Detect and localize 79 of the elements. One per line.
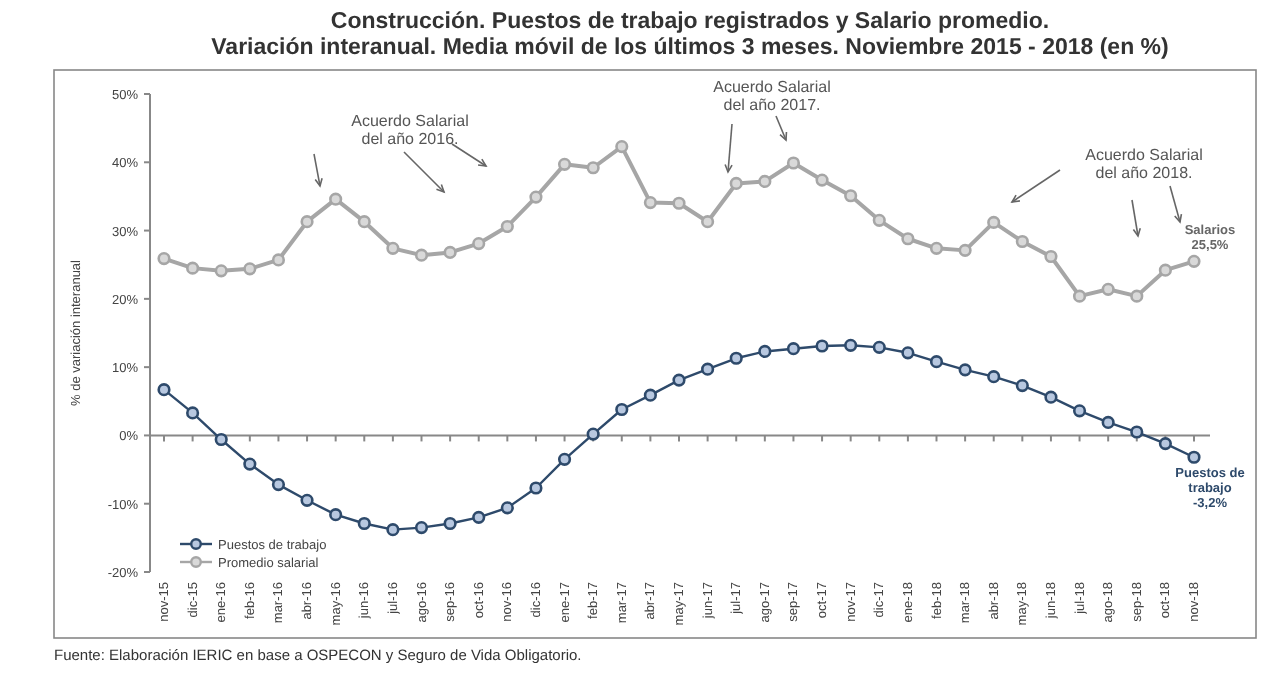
- point: [958, 243, 972, 257]
- point: [529, 481, 543, 495]
- point: [672, 373, 686, 387]
- point: [214, 432, 228, 447]
- point: [300, 493, 314, 507]
- point: [1158, 437, 1172, 451]
- point: [186, 261, 200, 275]
- point: [1130, 289, 1144, 303]
- point: [1187, 254, 1201, 268]
- point: [500, 501, 514, 515]
- point: [844, 189, 858, 203]
- annotation: Acuerdo Salarial del año 2016.: [351, 112, 470, 148]
- point: [872, 213, 886, 227]
- point: [186, 406, 200, 420]
- point: [1044, 390, 1058, 404]
- point: [529, 190, 543, 204]
- point: [1015, 234, 1029, 249]
- point: [844, 338, 858, 352]
- point: [901, 346, 915, 360]
- point: [443, 245, 457, 259]
- point: [786, 342, 801, 356]
- point: [1130, 425, 1144, 439]
- point: [557, 157, 572, 171]
- annotation: Acuerdo Salarial del año 2018.: [1085, 146, 1204, 182]
- point: [815, 173, 829, 187]
- point: [243, 457, 257, 471]
- point: [615, 402, 629, 417]
- point: [157, 251, 171, 266]
- point: [729, 176, 743, 191]
- point: [300, 215, 314, 229]
- point: [987, 370, 1001, 384]
- point: [414, 521, 429, 535]
- point: [271, 253, 286, 267]
- point: [929, 355, 944, 369]
- point: [672, 196, 686, 210]
- annotation: Acuerdo Salarial del año 2017.: [713, 78, 832, 114]
- point: [872, 340, 886, 354]
- point: [758, 174, 772, 188]
- point: [1015, 379, 1029, 393]
- point: [500, 219, 514, 234]
- point: [386, 241, 400, 255]
- point: [958, 363, 972, 377]
- point: [1072, 404, 1087, 418]
- point: [643, 195, 657, 210]
- point: [472, 510, 486, 524]
- point: [758, 344, 772, 359]
- point: [586, 427, 600, 441]
- point: [1101, 415, 1115, 430]
- point: [443, 516, 457, 531]
- point: [329, 192, 343, 206]
- point: [472, 236, 486, 251]
- chart-title: Construcción. Puestos de trabajo registrados y Salario promedio.: [330, 10, 1050, 34]
- point: [1044, 249, 1058, 264]
- point: [929, 241, 944, 255]
- point: [643, 388, 657, 402]
- point: [214, 264, 228, 278]
- point: [1072, 289, 1087, 303]
- point: [729, 351, 743, 365]
- point: [615, 140, 629, 154]
- point: [157, 383, 171, 397]
- point: [701, 362, 715, 376]
- point: [987, 215, 1001, 229]
- point: [701, 215, 715, 229]
- point: [329, 508, 343, 522]
- point: [1101, 282, 1115, 296]
- point: [586, 161, 600, 175]
- point: [1158, 263, 1172, 277]
- point: [357, 516, 371, 531]
- point: [901, 232, 915, 246]
- point: [243, 262, 257, 276]
- point: [786, 156, 801, 170]
- chart-subtitle: Variación interanual. Media móvil de los últimos 3 meses. Noviembre 2015 - 2018 (en %): [211, 36, 1170, 60]
- point: [357, 215, 371, 229]
- point: [557, 452, 572, 466]
- point: [386, 523, 400, 537]
- point: [414, 248, 429, 262]
- point: [1187, 450, 1201, 464]
- point: [271, 478, 286, 492]
- point: [815, 339, 829, 353]
